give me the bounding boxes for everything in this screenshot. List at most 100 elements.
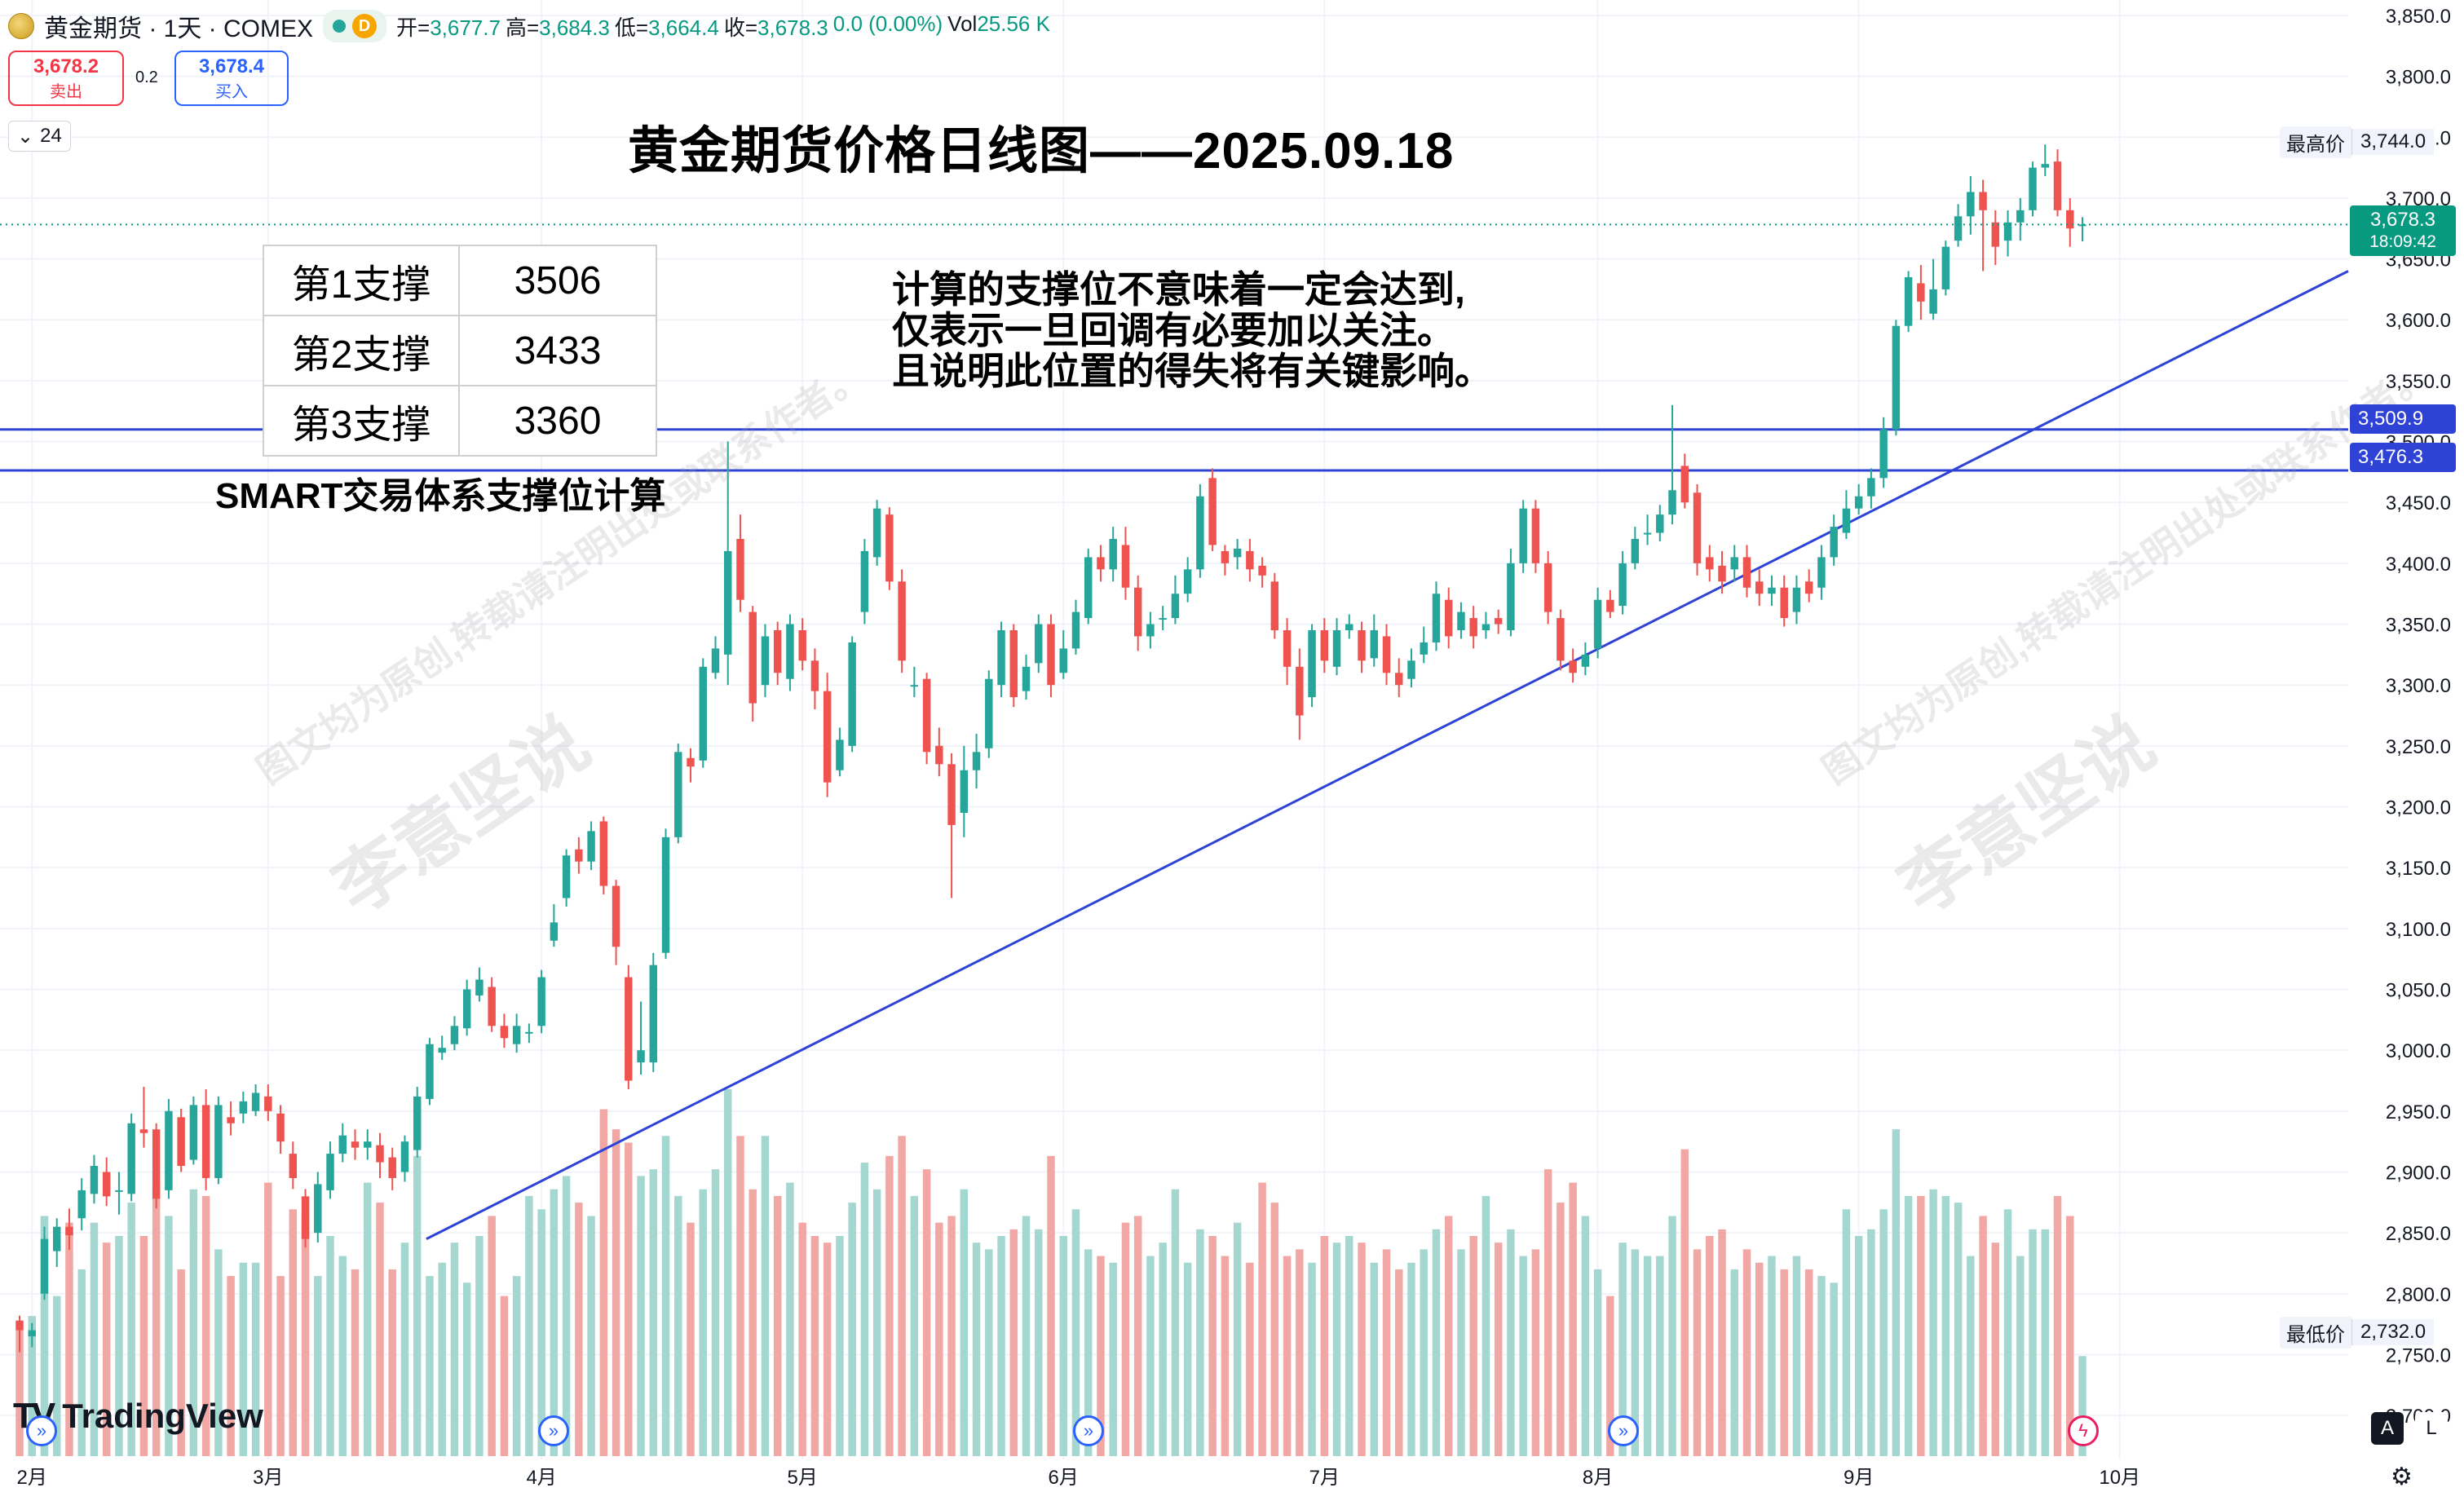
event-marker-icon[interactable]: »	[1608, 1415, 1639, 1446]
lightning-event-icon[interactable]: ϟ	[2068, 1415, 2099, 1446]
candle-body	[1296, 666, 1304, 716]
volume-bar	[736, 1136, 744, 1456]
candle	[550, 903, 559, 947]
volume-bar	[388, 1269, 396, 1456]
tradingview-text: TradingView	[62, 1397, 263, 1435]
candle	[1854, 483, 1863, 515]
collapse-indicators-button[interactable]: ⌄ 24	[8, 121, 71, 152]
volume-bar	[1133, 1216, 1142, 1456]
volume-bar	[649, 1169, 658, 1456]
volume-bar	[960, 1189, 969, 1456]
candle-body	[152, 1129, 161, 1199]
candle	[413, 1086, 422, 1158]
candle	[1382, 624, 1391, 686]
sell-button[interactable]: 3,678.2 卖出	[8, 51, 124, 106]
market-status[interactable]: D	[323, 10, 387, 42]
candle	[1780, 575, 1788, 627]
candle-body	[65, 1226, 73, 1236]
volume-bar	[426, 1276, 434, 1456]
support-label: 第3支撑	[263, 385, 460, 457]
candle-body	[189, 1105, 198, 1160]
candle	[1047, 614, 1055, 698]
event-marker-icon[interactable]: »	[538, 1415, 569, 1446]
low-price-tag: 最低价 2,732.0	[2280, 1316, 2435, 1349]
volume-bar	[860, 1163, 869, 1456]
x-tick-label: 7月	[1309, 1467, 1340, 1489]
candle-body	[922, 678, 931, 753]
ohlc-low: 低=3,664.4	[614, 15, 719, 40]
auto-scale-button[interactable]: A	[2371, 1412, 2404, 1445]
candle	[90, 1154, 99, 1204]
volume-bar	[364, 1182, 372, 1456]
candle-body	[1196, 496, 1204, 570]
candle-body	[1581, 654, 1590, 667]
candle	[1742, 545, 1751, 598]
candle-body	[1991, 222, 2000, 247]
y-tick-label: 3,600.0	[2386, 310, 2451, 332]
x-tick-label: 9月	[1844, 1467, 1874, 1489]
volume-bar	[1270, 1203, 1279, 1456]
volume-bar	[1742, 1249, 1751, 1456]
candle	[400, 1135, 409, 1182]
volume-bar	[1283, 1256, 1292, 1456]
y-tick-label: 3,050.0	[2386, 980, 2451, 1002]
candle	[438, 1035, 446, 1061]
candle	[1221, 545, 1230, 576]
candle	[537, 969, 545, 1034]
candle-body	[860, 550, 869, 612]
candle-body	[1308, 630, 1316, 698]
candle-body	[810, 660, 819, 691]
candle-body	[1631, 539, 1640, 563]
candle	[1929, 258, 1937, 320]
candle-body	[488, 987, 496, 1026]
bar-countdown: 18:09:42	[2369, 232, 2436, 251]
volume-bar	[985, 1249, 993, 1456]
volume-bar	[139, 1236, 148, 1456]
volume-bar	[1792, 1256, 1801, 1456]
candle-body	[450, 1026, 459, 1044]
low-price-value: 2,732.0	[2351, 1319, 2435, 1345]
candle	[1432, 581, 1441, 651]
candle	[1258, 557, 1266, 588]
candle	[1581, 642, 1590, 676]
candle	[388, 1147, 396, 1190]
ohlc-high: 高=3,684.3	[505, 15, 610, 40]
gear-icon[interactable]: ⚙	[2391, 1463, 2413, 1490]
candle-body	[761, 636, 770, 686]
candle-body	[699, 666, 707, 761]
symbol-title[interactable]: 黄金期货 · 1天 · COMEX	[44, 15, 314, 42]
candle	[1941, 241, 1950, 296]
candle	[239, 1091, 248, 1123]
volume-bar	[1879, 1209, 1888, 1456]
buy-button[interactable]: 3,678.4 买入	[174, 51, 289, 106]
volume-bar	[2016, 1256, 2025, 1456]
volume-bar	[761, 1136, 770, 1456]
candle-body	[724, 550, 732, 655]
volume-bar	[2041, 1229, 2050, 1456]
candle-body	[1606, 599, 1614, 612]
candle-body	[1656, 514, 1664, 533]
candle	[1084, 548, 1093, 625]
log-scale-button[interactable]: L	[2415, 1412, 2448, 1445]
volume-bar	[2029, 1229, 2037, 1456]
volume-bar	[1904, 1195, 1913, 1456]
support-value: 3506	[458, 245, 657, 316]
candle-body	[15, 1320, 24, 1331]
candle-body	[1854, 496, 1863, 509]
candle	[1332, 618, 1341, 676]
candle-body	[1742, 557, 1751, 588]
candle	[599, 816, 608, 895]
candle	[1171, 575, 1180, 625]
volume-bar	[1407, 1262, 1415, 1456]
event-marker-icon[interactable]: »	[26, 1415, 57, 1446]
candle-body	[102, 1172, 111, 1197]
ohlc-change: 0.0 (0.00%)	[832, 11, 943, 36]
candle-body	[214, 1105, 223, 1178]
event-marker-icon[interactable]: »	[1073, 1415, 1104, 1446]
candle-body	[1917, 283, 1925, 302]
volume-bar	[1320, 1236, 1329, 1456]
volume-bar	[1159, 1243, 1167, 1456]
candle	[2053, 149, 2062, 217]
candle	[661, 828, 670, 960]
